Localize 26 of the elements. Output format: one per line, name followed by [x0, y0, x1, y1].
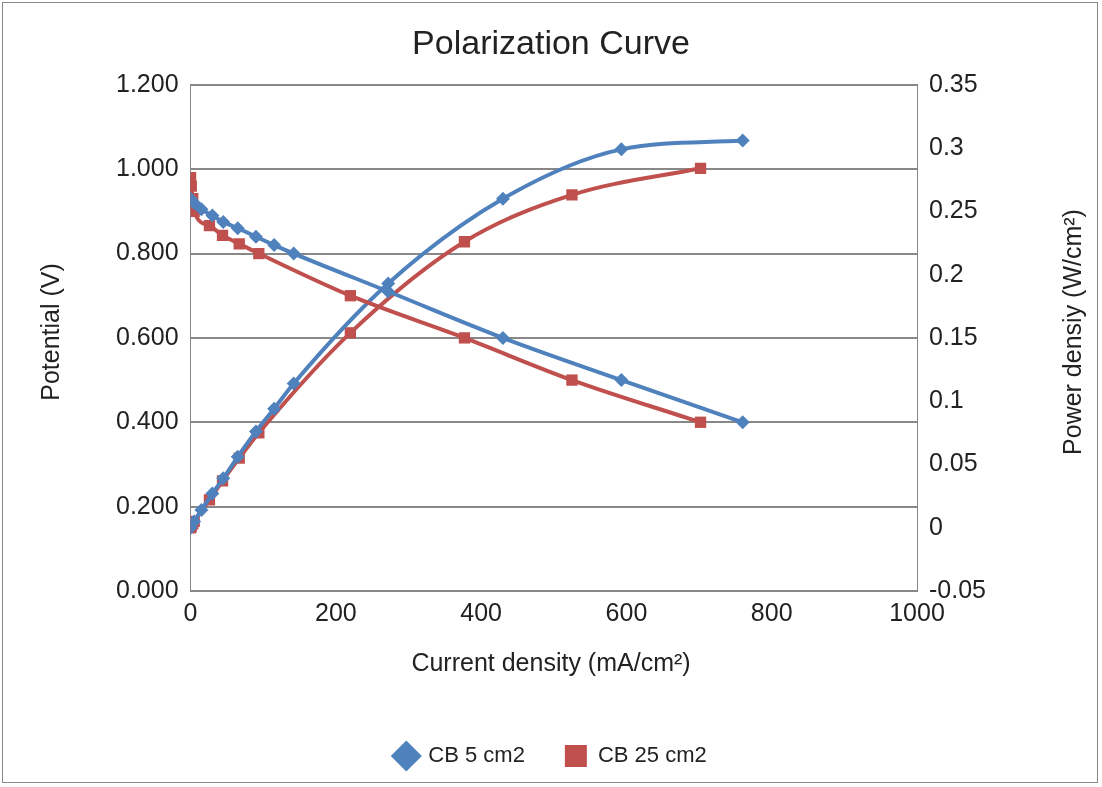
y2-tick-label: 0.3: [929, 131, 964, 160]
x-tick-label: 0: [183, 597, 198, 626]
y2-axis-title: Power densiy (W/cm²): [1057, 209, 1087, 455]
y2-tick-label: 0.35: [929, 68, 978, 97]
y2-tick-label: 0.15: [929, 321, 978, 350]
legend-label: CB 5 cm2: [428, 742, 525, 768]
y-tick-label: 1.200: [116, 68, 179, 97]
y2-tick-label: 0.05: [929, 448, 978, 477]
x-tick-label: 600: [605, 597, 648, 626]
x-axis-title: Current density (mA/cm²): [410, 648, 692, 677]
y-tick-label: 0.400: [116, 406, 179, 435]
legend-label: CB 25 cm2: [597, 742, 707, 768]
y2-tick-label: 0.1: [929, 385, 964, 414]
x-tick-label: 800: [750, 597, 793, 626]
x-tick-label: 400: [460, 597, 502, 626]
chart-title: Polarization Curve: [412, 22, 690, 61]
y-tick-label: 0.000: [116, 574, 179, 603]
y2-tick-label: 0: [929, 511, 943, 540]
y2-tick-label: 0.2: [929, 258, 964, 287]
y-tick-label: 1.000: [116, 153, 179, 182]
y2-tick-label: 0.25: [929, 195, 978, 224]
y-tick-label: 0.800: [116, 237, 179, 266]
y-tick-label: 0.200: [116, 490, 179, 519]
y-tick-label: 0.600: [116, 321, 179, 350]
y-axis-title: Potential (V): [35, 263, 65, 401]
x-tick-label: 200: [314, 597, 357, 626]
